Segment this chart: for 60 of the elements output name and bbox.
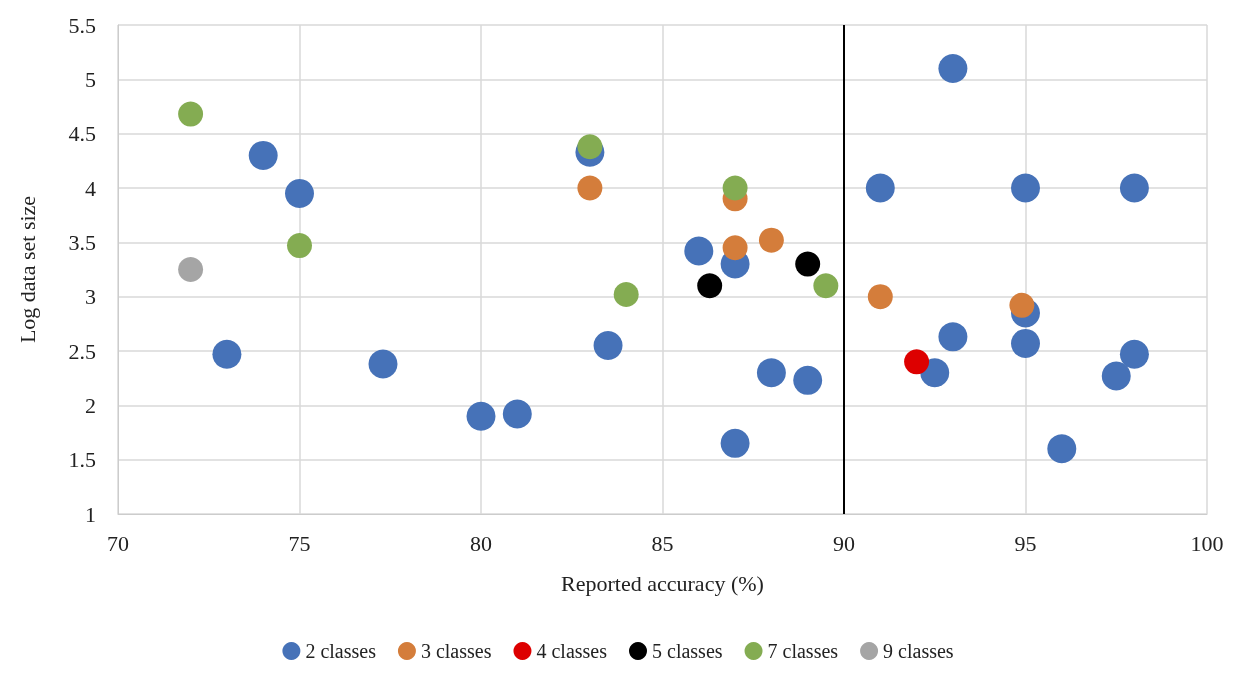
point xyxy=(684,236,714,266)
y-tick-label: 2.5 xyxy=(68,338,96,364)
legend-label: 5 classes xyxy=(652,640,723,662)
point xyxy=(178,257,204,282)
point xyxy=(938,53,968,83)
y-tick-label: 1 xyxy=(85,501,96,527)
point xyxy=(248,140,278,170)
point xyxy=(613,282,639,307)
point xyxy=(593,331,623,361)
legend-label: 3 classes xyxy=(420,640,492,662)
point xyxy=(938,322,968,352)
point xyxy=(904,349,930,375)
point xyxy=(285,178,314,208)
point xyxy=(466,401,496,431)
point xyxy=(1009,292,1035,318)
x-tick-label: 95 xyxy=(1014,530,1037,556)
point xyxy=(178,101,204,127)
x-tick-label: 100 xyxy=(1190,530,1224,556)
point xyxy=(756,358,786,388)
x-tick-label: 75 xyxy=(288,530,311,556)
legend-label: 4 classes xyxy=(536,640,608,662)
point xyxy=(865,173,895,203)
point xyxy=(502,399,532,429)
legend-label: 9 classes xyxy=(883,640,954,662)
point xyxy=(795,251,821,277)
point xyxy=(720,428,750,458)
point xyxy=(1119,173,1149,203)
y-tick-label: 4 xyxy=(85,175,96,201)
point xyxy=(1101,361,1131,391)
point xyxy=(1011,173,1040,203)
legend-label: 7 classes xyxy=(767,640,839,662)
x-axis-title: Reported accuracy (%) xyxy=(561,570,764,596)
x-tick-label: 80 xyxy=(470,530,492,556)
x-tick-label: 85 xyxy=(651,530,674,556)
point xyxy=(1011,328,1040,358)
point xyxy=(577,134,603,160)
x-tick-label: 90 xyxy=(833,530,855,556)
point xyxy=(212,339,242,369)
y-tick-label: 3.5 xyxy=(68,229,96,255)
y-tick-label: 2 xyxy=(85,392,96,418)
point xyxy=(287,233,312,259)
point xyxy=(867,284,893,310)
y-tick-label: 5.5 xyxy=(68,12,96,38)
point xyxy=(1119,339,1149,369)
point xyxy=(368,349,398,379)
x-tick-label: 70 xyxy=(107,530,129,556)
y-tick-label: 1.5 xyxy=(68,447,96,473)
point xyxy=(722,235,748,261)
point xyxy=(758,227,784,253)
y-axis-title: Log data set size xyxy=(14,195,40,344)
point xyxy=(793,365,823,395)
y-tick-label: 4.5 xyxy=(68,121,96,147)
legend-label: 2 classes xyxy=(305,640,377,662)
point xyxy=(813,273,839,299)
point xyxy=(577,175,603,201)
y-tick-label: 5 xyxy=(85,66,96,92)
point xyxy=(1047,434,1077,464)
point xyxy=(697,273,723,299)
y-tick-label: 3 xyxy=(85,284,96,310)
point xyxy=(722,175,748,201)
